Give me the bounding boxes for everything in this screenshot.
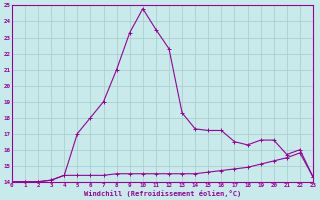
X-axis label: Windchill (Refroidissement éolien,°C): Windchill (Refroidissement éolien,°C): [84, 190, 241, 197]
